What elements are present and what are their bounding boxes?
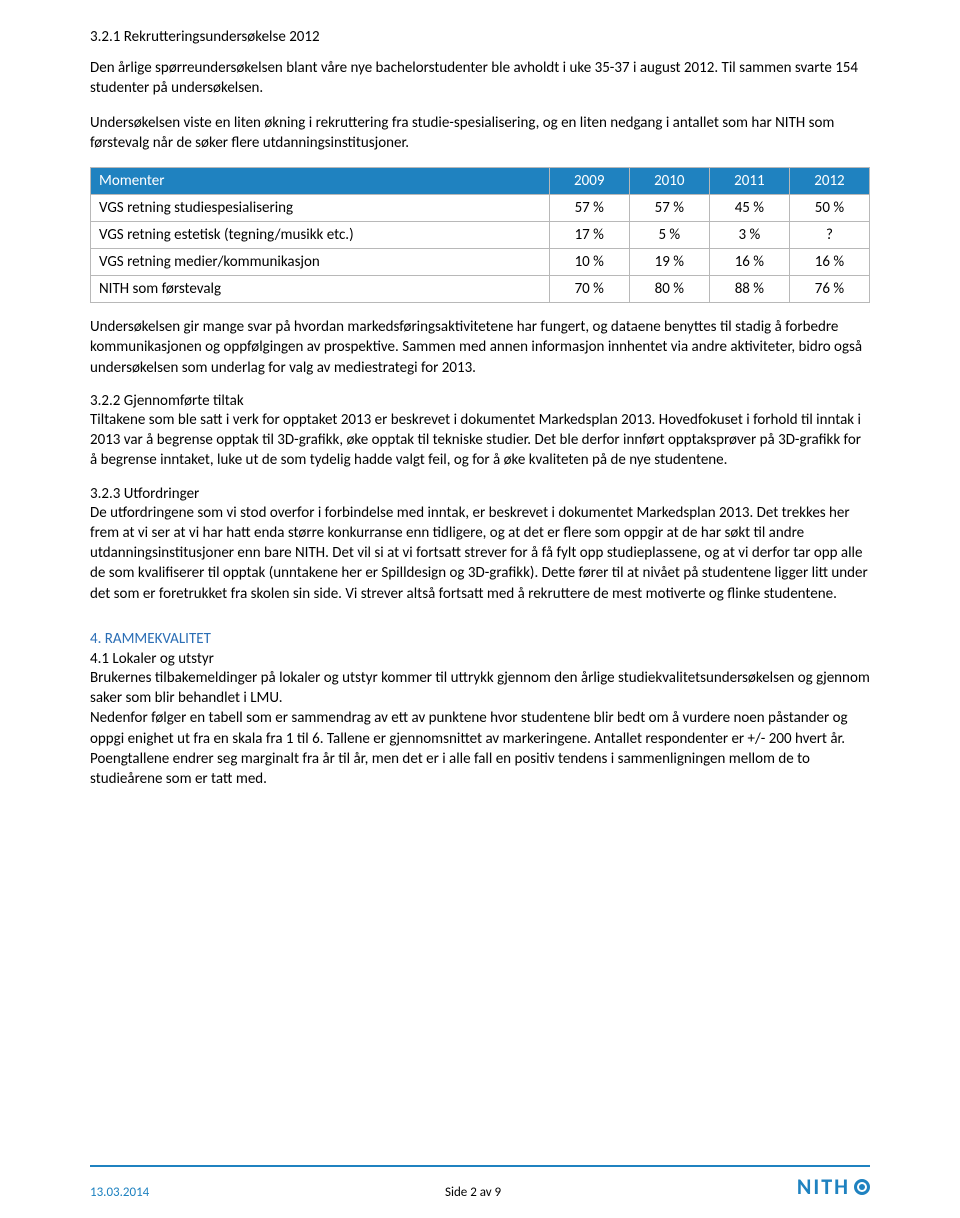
intro-paragraph-1: Den årlige spørreundersøkelsen blant vår… — [90, 58, 870, 99]
intro-paragraph-2: Undersøkelsen viste en liten økning i re… — [90, 113, 870, 154]
cell-value: 80 % — [629, 276, 709, 303]
cell-value: 16 % — [709, 249, 789, 276]
cell-value: 16 % — [789, 249, 869, 276]
cell-label: VGS retning estetisk (tegning/musikk etc… — [91, 222, 550, 249]
cell-value: 57 % — [629, 195, 709, 222]
col-momenter: Momenter — [91, 168, 550, 195]
cell-value: 45 % — [709, 195, 789, 222]
section-3-2-2: 3.2.2 Gjennomførte tiltak Tiltakene som … — [90, 392, 870, 471]
cell-value: 88 % — [709, 276, 789, 303]
col-2012: 2012 — [789, 168, 869, 195]
table-header-row: Momenter 2009 2010 2011 2012 — [91, 168, 870, 195]
table-row: VGS retning estetisk (tegning/musikk etc… — [91, 222, 870, 249]
cell-label: VGS retning studiespesialisering — [91, 195, 550, 222]
cell-label: NITH som førstevalg — [91, 276, 550, 303]
cell-value: 3 % — [709, 222, 789, 249]
after-table-paragraph: Undersøkelsen gir mange svar på hvordan … — [90, 317, 870, 378]
cell-value: 76 % — [789, 276, 869, 303]
footer-divider — [90, 1165, 870, 1167]
heading-3-2-1: 3.2.1 Rekrutteringsundersøkelse 2012 — [90, 28, 870, 46]
heading-4-1: 4.1 Lokaler og utstyr — [90, 650, 870, 668]
heading-3-2-2: 3.2.2 Gjennomførte tiltak — [90, 392, 870, 410]
cell-value: ? — [789, 222, 869, 249]
cell-label: VGS retning medier/kommunikasjon — [91, 249, 550, 276]
cell-value: 5 % — [629, 222, 709, 249]
section-4-1: 4.1 Lokaler og utstyr Brukernes tilbakem… — [90, 650, 870, 790]
heading-3-2-3: 3.2.3 Utfordringer — [90, 485, 870, 503]
cell-value: 70 % — [549, 276, 629, 303]
col-2011: 2011 — [709, 168, 789, 195]
section-3-2-3: 3.2.3 Utfordringer De utfordringene som … — [90, 485, 870, 604]
table-row: VGS retning studiespesialisering 57 % 57… — [91, 195, 870, 222]
cell-value: 10 % — [549, 249, 629, 276]
footer-page-number: Side 2 av 9 — [445, 1185, 501, 1200]
paragraph-3-2-3: De utfordringene som vi stod overfor i f… — [90, 503, 870, 604]
nith-logo: NITH — [797, 1173, 870, 1200]
cell-value: 50 % — [789, 195, 869, 222]
heading-4: 4. RAMMEKVALITET — [90, 630, 870, 648]
cell-value: 17 % — [549, 222, 629, 249]
page-footer: 13.03.2014 Side 2 av 9 NITH — [90, 1165, 870, 1200]
footer-row: 13.03.2014 Side 2 av 9 NITH — [90, 1173, 870, 1200]
paragraph-3-2-2: Tiltakene som ble satt i verk for opptak… — [90, 410, 870, 471]
table-row: NITH som førstevalg 70 % 80 % 88 % 76 % — [91, 276, 870, 303]
col-2010: 2010 — [629, 168, 709, 195]
cell-value: 19 % — [629, 249, 709, 276]
footer-date: 13.03.2014 — [90, 1185, 149, 1200]
logo-text: NITH — [797, 1173, 850, 1200]
logo-circle-icon — [854, 1179, 870, 1195]
table-row: VGS retning medier/kommunikasjon 10 % 19… — [91, 249, 870, 276]
recruitment-table: Momenter 2009 2010 2011 2012 VGS retning… — [90, 167, 870, 303]
document-page: 3.2.1 Rekrutteringsundersøkelse 2012 Den… — [0, 0, 960, 1218]
paragraph-4-1: Brukernes tilbakemeldinger på lokaler og… — [90, 668, 870, 790]
col-2009: 2009 — [549, 168, 629, 195]
cell-value: 57 % — [549, 195, 629, 222]
